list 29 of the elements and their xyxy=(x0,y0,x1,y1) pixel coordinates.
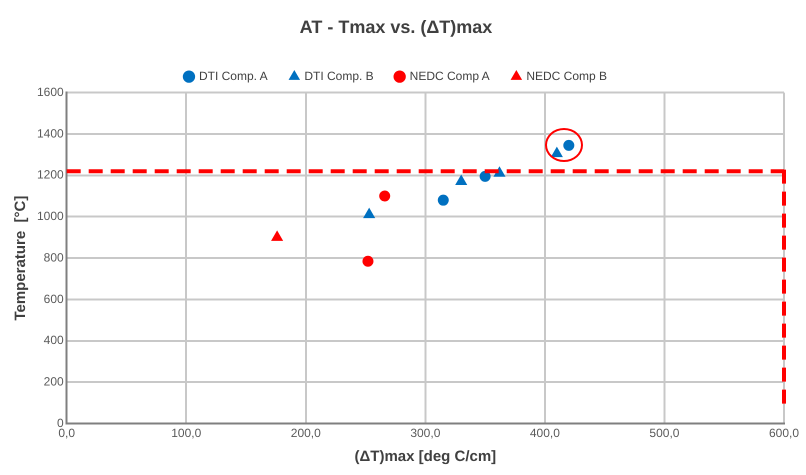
y-tick-label: 1600 xyxy=(36,84,64,99)
x-tick-label: 600,0 xyxy=(768,426,800,440)
y-tick-label: 1400 xyxy=(36,126,64,140)
point xyxy=(271,230,283,241)
y-tick-label: 1000 xyxy=(36,209,64,224)
x-axis-title: (ΔT)max [deg C/cm] xyxy=(354,448,496,466)
legend-label: NEDC Comp A xyxy=(410,68,490,83)
x-tick-label: 200,0 xyxy=(290,426,322,440)
x-tick-label: 500,0 xyxy=(649,426,680,440)
point xyxy=(362,256,374,267)
x-tick-label: 300,0 xyxy=(410,426,441,440)
y-tick-label: 1200 xyxy=(36,168,64,182)
chart-title: AT - Tmax vs. (ΔT)max xyxy=(300,16,492,37)
point xyxy=(438,194,449,206)
y-tick-label: 200 xyxy=(44,374,64,389)
x-tick-label: 100,0 xyxy=(171,426,202,440)
legend-label: DTI Comp. B xyxy=(304,68,374,83)
y-tick-label: 800 xyxy=(44,250,64,264)
point xyxy=(456,175,467,186)
y-tick-label: 600 xyxy=(44,292,64,306)
legend-label: NEDC Comp B xyxy=(526,68,608,83)
point xyxy=(551,147,563,158)
point xyxy=(480,170,491,182)
point xyxy=(363,208,375,218)
y-axis-title: Temperature [°C] xyxy=(12,196,30,321)
y-tick-label: 400 xyxy=(44,333,64,348)
legend-label: DTI Comp. A xyxy=(198,68,268,83)
x-tick-label: 400,0 xyxy=(530,426,560,440)
point xyxy=(379,190,390,202)
